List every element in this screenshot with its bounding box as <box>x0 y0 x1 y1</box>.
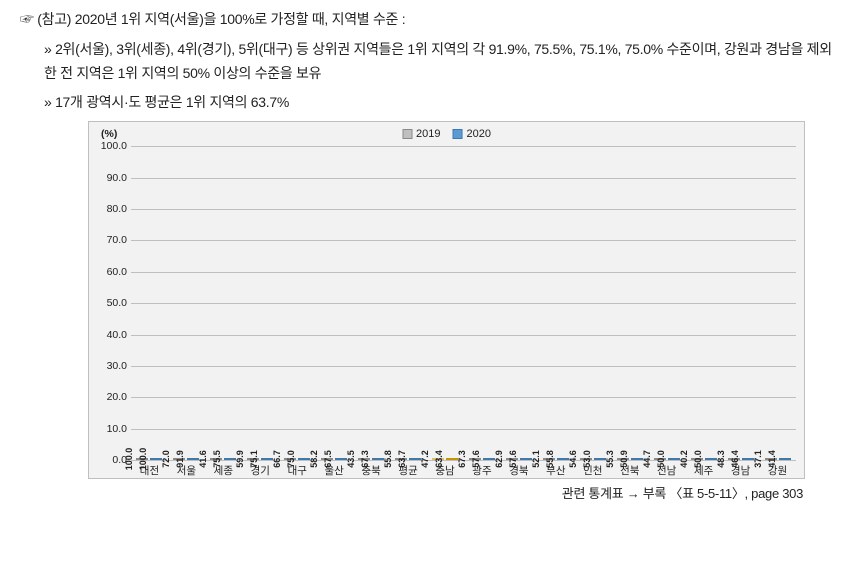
grid-line <box>131 429 796 430</box>
bar-2020: 50.9 <box>631 458 643 460</box>
bar-value-label: 43.5 <box>346 450 356 468</box>
grid-line <box>131 397 796 398</box>
legend-swatch-2020 <box>453 129 463 139</box>
legend-item-2019: 2019 <box>402 128 440 140</box>
bar-value-label: 50.0 <box>656 450 666 468</box>
y-tick: 20.0 <box>97 391 127 403</box>
grid-line <box>131 240 796 241</box>
y-tick: 50.0 <box>97 297 127 309</box>
legend-item-2020: 2020 <box>453 128 491 140</box>
bar-value-label: 100.0 <box>138 448 148 471</box>
y-tick: 80.0 <box>97 203 127 215</box>
bar-value-label: 46.4 <box>730 450 740 468</box>
bar-value-label: 91.9 <box>175 450 185 468</box>
bar-value-label: 41.4 <box>767 450 777 468</box>
bar-value-label: 75.1 <box>249 450 259 468</box>
grid-line <box>131 209 796 210</box>
bar-value-label: 57.6 <box>471 450 481 468</box>
bar-2020: 46.4 <box>742 458 754 460</box>
bar-value-label: 47.2 <box>420 450 430 468</box>
bar-value-label: 57.6 <box>508 450 518 468</box>
bar-value-label: 50.0 <box>693 450 703 468</box>
bar-value-label: 40.2 <box>679 450 689 468</box>
y-tick: 100.0 <box>97 140 127 152</box>
bar-value-label: 37.1 <box>753 450 763 468</box>
bar-value-label: 59.9 <box>235 450 245 468</box>
bar-value-label: 67.3 <box>360 450 370 468</box>
bar-value-label: 100.0 <box>124 448 134 471</box>
header-intro: ☞ (참고) 2020년 1위 지역(서울)을 100%로 가정할 때, 지역별… <box>20 8 833 32</box>
header-bullet-1: » 2위(서울), 3위(세종), 4위(경기), 5위(대구) 등 상위권 지… <box>44 38 833 86</box>
chart-container: (%) 2019 2020 0.010.020.030.040.050.060.… <box>88 121 805 479</box>
bar-value-label: 55.8 <box>383 450 393 468</box>
bar-2020: 50.0 <box>705 458 717 460</box>
bar-value-label: 62.9 <box>494 450 504 468</box>
footnote: 관련 통계표 → 부록 〈표 5-5-11〉, page 303 <box>20 483 803 502</box>
legend-label-2019: 2019 <box>416 128 440 140</box>
bar-value-label: 55.8 <box>545 450 555 468</box>
bar-value-label: 75.5 <box>212 450 222 468</box>
y-tick: 10.0 <box>97 423 127 435</box>
header-bullet-2: » 17개 광역시·도 평균은 1위 지역의 63.7% <box>44 91 833 115</box>
bar-value-label: 63.4 <box>434 450 444 468</box>
bar-value-label: 41.6 <box>198 450 208 468</box>
bar-value-label: 66.7 <box>272 450 282 468</box>
bar-value-label: 72.0 <box>161 450 171 468</box>
bar-value-label: 67.5 <box>323 450 333 468</box>
grid-line <box>131 272 796 273</box>
legend-swatch-2019 <box>402 129 412 139</box>
grid-line <box>131 146 796 147</box>
bar-value-label: 52.1 <box>531 450 541 468</box>
y-tick: 60.0 <box>97 266 127 278</box>
plot-area: 0.010.020.030.040.050.060.070.080.090.01… <box>131 146 796 460</box>
y-tick: 70.0 <box>97 234 127 246</box>
bar-value-label: 44.7 <box>642 450 652 468</box>
y-axis-label: (%) <box>101 128 117 140</box>
y-tick: 30.0 <box>97 360 127 372</box>
bar-value-label: 63.7 <box>397 450 407 468</box>
grid-line <box>131 366 796 367</box>
grid-line <box>131 335 796 336</box>
legend-label-2020: 2020 <box>467 128 491 140</box>
y-tick: 40.0 <box>97 329 127 341</box>
bar-value-label: 75.0 <box>286 450 296 468</box>
bar-value-label: 54.6 <box>568 450 578 468</box>
bar-value-label: 50.9 <box>619 450 629 468</box>
bar-2020: 50.0 <box>668 458 680 460</box>
bar-2020: 53.0 <box>594 458 606 460</box>
y-tick: 0.0 <box>97 454 127 466</box>
grid-line <box>131 303 796 304</box>
bar-value-label: 67.3 <box>457 450 467 468</box>
legend: 2019 2020 <box>402 128 491 140</box>
bar-value-label: 58.2 <box>309 450 319 468</box>
bar-value-label: 55.3 <box>605 450 615 468</box>
bar-2020: 41.4 <box>779 458 791 460</box>
bar-value-label: 53.0 <box>582 450 592 468</box>
bar-value-label: 48.3 <box>716 450 726 468</box>
y-tick: 90.0 <box>97 172 127 184</box>
grid-line <box>131 178 796 179</box>
